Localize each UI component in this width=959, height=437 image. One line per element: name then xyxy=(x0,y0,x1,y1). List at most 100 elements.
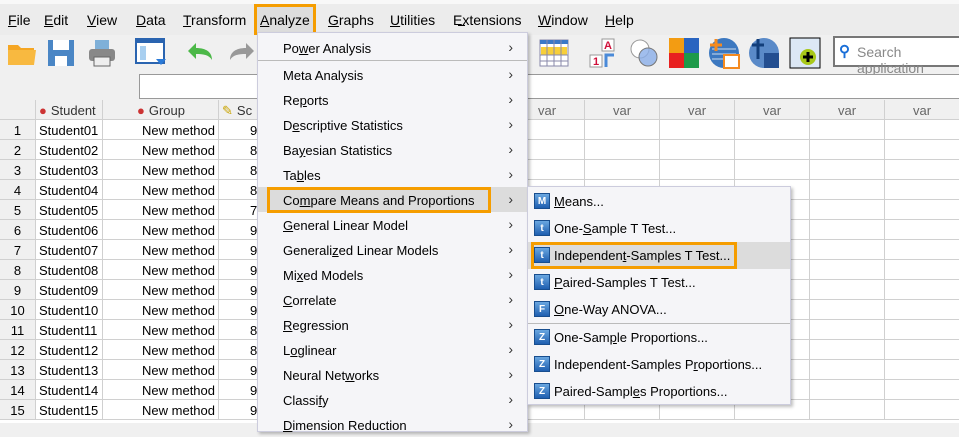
row-number[interactable]: 10 xyxy=(0,300,36,320)
table-cell[interactable]: New method xyxy=(103,140,219,160)
table-cell[interactable]: 9 xyxy=(219,280,259,300)
menu-item[interactable]: Neural Networks › xyxy=(258,362,527,387)
empty-cell[interactable] xyxy=(810,260,885,280)
empty-cell[interactable] xyxy=(585,140,660,160)
table-cell[interactable]: Student02 xyxy=(36,140,103,160)
row-number[interactable]: 4 xyxy=(0,180,36,200)
table-cell[interactable]: 9 xyxy=(219,300,259,320)
table-cell[interactable]: 9 xyxy=(219,120,259,140)
empty-cell[interactable] xyxy=(810,340,885,360)
empty-cell[interactable] xyxy=(810,400,885,420)
menu-window[interactable]: Window xyxy=(534,10,592,30)
empty-cell[interactable] xyxy=(735,120,810,140)
undo-icon[interactable] xyxy=(184,37,216,69)
empty-cell[interactable] xyxy=(810,140,885,160)
insert-variable-icon[interactable] xyxy=(708,37,740,69)
menu-item[interactable]: Correlate › xyxy=(258,287,527,312)
split-file-icon[interactable] xyxy=(748,37,780,69)
menu-graphs[interactable]: Graphs xyxy=(324,10,378,30)
menu-item[interactable]: Dimension Reduction › xyxy=(258,412,527,437)
empty-cell[interactable] xyxy=(810,280,885,300)
menu-item[interactable]: Descriptive Statistics › xyxy=(258,112,527,137)
empty-cell[interactable] xyxy=(885,320,959,340)
row-number[interactable]: 2 xyxy=(0,140,36,160)
column-header-group[interactable]: ● Group xyxy=(103,100,219,120)
table-cell[interactable]: 8 xyxy=(219,160,259,180)
menu-item[interactable]: Loglinear › xyxy=(258,337,527,362)
menu-transform[interactable]: Transform xyxy=(179,10,250,30)
print-icon[interactable] xyxy=(86,37,118,69)
column-header-var[interactable]: var xyxy=(510,100,585,120)
menu-item[interactable]: Mixed Models › xyxy=(258,262,527,287)
table-cell[interactable]: New method xyxy=(103,240,219,260)
empty-cell[interactable] xyxy=(585,400,660,420)
table-cell[interactable]: 9 xyxy=(219,240,259,260)
empty-cell[interactable] xyxy=(660,160,735,180)
table-cell[interactable]: New method xyxy=(103,280,219,300)
menu-item[interactable]: Regression › xyxy=(258,312,527,337)
empty-cell[interactable] xyxy=(885,280,959,300)
open-folder-icon[interactable] xyxy=(6,37,38,69)
table-cell[interactable]: New method xyxy=(103,340,219,360)
empty-cell[interactable] xyxy=(585,160,660,180)
empty-cell[interactable] xyxy=(810,300,885,320)
color-squares-icon[interactable] xyxy=(668,37,700,69)
table-cell[interactable]: Student15 xyxy=(36,400,103,420)
menu-file[interactable]: File xyxy=(4,10,35,30)
submenu-item[interactable]: t Independent-Samples T Test... xyxy=(528,242,790,269)
empty-cell[interactable] xyxy=(510,140,585,160)
save-icon[interactable] xyxy=(45,37,77,69)
row-number[interactable]: 3 xyxy=(0,160,36,180)
menu-item[interactable]: Meta Analysis › xyxy=(258,62,527,87)
menu-view[interactable]: View xyxy=(83,10,121,30)
column-header-sc[interactable]: ✎ Sc xyxy=(219,100,259,120)
submenu-item[interactable]: M Means... xyxy=(528,188,790,215)
table-cell[interactable]: Student09 xyxy=(36,280,103,300)
table-cell[interactable]: New method xyxy=(103,180,219,200)
empty-cell[interactable] xyxy=(660,120,735,140)
value-labels-icon[interactable]: A1 xyxy=(588,37,620,69)
submenu-item[interactable]: Z Paired-Samples Proportions... xyxy=(528,378,790,405)
menu-help[interactable]: Help xyxy=(601,10,638,30)
row-number[interactable]: 8 xyxy=(0,260,36,280)
row-number[interactable]: 5 xyxy=(0,200,36,220)
add-extension-icon[interactable] xyxy=(789,37,821,69)
empty-cell[interactable] xyxy=(810,380,885,400)
empty-cell[interactable] xyxy=(735,160,810,180)
column-header-var[interactable]: var xyxy=(660,100,735,120)
empty-cell[interactable] xyxy=(810,240,885,260)
row-number[interactable]: 6 xyxy=(0,220,36,240)
empty-cell[interactable] xyxy=(885,220,959,240)
empty-cell[interactable] xyxy=(735,140,810,160)
menu-extensions[interactable]: Extensions xyxy=(449,10,525,30)
table-cell[interactable]: New method xyxy=(103,380,219,400)
table-cell[interactable]: New method xyxy=(103,200,219,220)
table-cell[interactable]: Student08 xyxy=(36,260,103,280)
menu-item[interactable]: Bayesian Statistics › xyxy=(258,137,527,162)
column-header-var[interactable]: var xyxy=(585,100,660,120)
table-cell[interactable]: New method xyxy=(103,220,219,240)
table-cell[interactable]: New method xyxy=(103,120,219,140)
menu-utilities[interactable]: Utilities xyxy=(386,10,439,30)
row-number[interactable]: 15 xyxy=(0,400,36,420)
table-cell[interactable]: New method xyxy=(103,360,219,380)
table-cell[interactable]: New method xyxy=(103,400,219,420)
table-cell[interactable]: Student05 xyxy=(36,200,103,220)
data-grid-icon[interactable] xyxy=(538,37,570,69)
empty-cell[interactable] xyxy=(885,380,959,400)
empty-cell[interactable] xyxy=(810,160,885,180)
table-cell[interactable]: New method xyxy=(103,320,219,340)
menu-analyze[interactable]: Analyze xyxy=(254,4,316,35)
empty-cell[interactable] xyxy=(885,340,959,360)
empty-cell[interactable] xyxy=(885,140,959,160)
table-cell[interactable]: 8 xyxy=(219,320,259,340)
empty-cell[interactable] xyxy=(810,200,885,220)
empty-cell[interactable] xyxy=(885,180,959,200)
submenu-item[interactable]: F One-Way ANOVA... xyxy=(528,296,790,323)
empty-cell[interactable] xyxy=(585,120,660,140)
table-cell[interactable]: 8 xyxy=(219,340,259,360)
table-cell[interactable]: Student10 xyxy=(36,300,103,320)
menu-item[interactable]: Generalized Linear Models › xyxy=(258,237,527,262)
empty-cell[interactable] xyxy=(660,400,735,420)
table-cell[interactable]: Student06 xyxy=(36,220,103,240)
